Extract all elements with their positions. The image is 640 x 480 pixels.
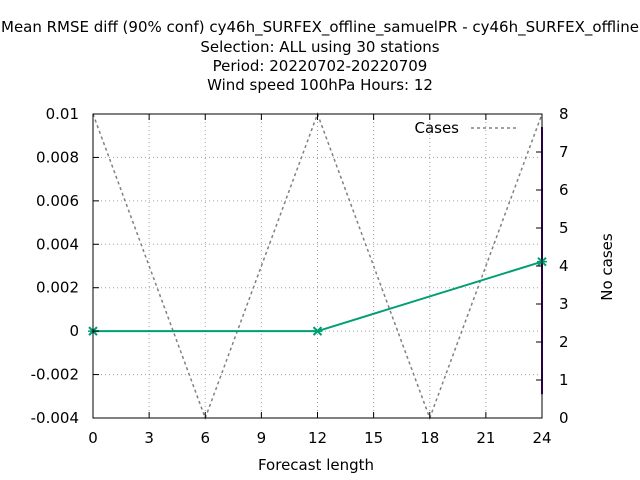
- chart-title-line-4: Wind speed 100hPa Hours: 12: [207, 76, 433, 94]
- y-tick-label: 0.002: [36, 279, 79, 297]
- y-tick-label: 0: [69, 322, 79, 340]
- x-tick-label: 21: [476, 429, 495, 447]
- chart-title-line-1: Mean RMSE diff (90% conf) cy46h_SURFEX_o…: [1, 18, 639, 37]
- y2-tick-label: 8: [559, 105, 569, 123]
- x-tick-label: 12: [308, 429, 327, 447]
- y-tick-label: 0.004: [36, 235, 79, 253]
- y-tick-label: -0.002: [31, 366, 79, 384]
- y2-tick-label: 2: [559, 333, 569, 351]
- y2-tick-label: 6: [559, 181, 569, 199]
- legend-label-cases: Cases: [414, 119, 459, 137]
- y2-tick-label: 1: [559, 371, 569, 389]
- x-tick-label: 0: [88, 429, 98, 447]
- y2-tick-label: 7: [559, 143, 569, 161]
- y2-tick-label: 3: [559, 295, 569, 313]
- x-axis-label: Forecast length: [258, 456, 374, 474]
- x-tick-label: 18: [420, 429, 439, 447]
- grid: [93, 114, 542, 418]
- chart-title-line-3: Period: 20220702-20220709: [213, 57, 428, 75]
- x-tick-label: 24: [532, 429, 551, 447]
- y2-axis-label: No cases: [598, 233, 616, 301]
- chart-title-line-2: Selection: ALL using 30 stations: [200, 38, 439, 56]
- x-tick-label: 6: [200, 429, 210, 447]
- x-tick-label: 15: [364, 429, 383, 447]
- y-tick-label: -0.004: [31, 409, 79, 427]
- y-tick-label: 0.008: [36, 148, 79, 166]
- data-point: [312, 326, 323, 336]
- y-tick-label: 0.006: [36, 192, 79, 210]
- y2-tick-label: 4: [559, 257, 569, 275]
- axes: [92, 113, 543, 419]
- x-tick-label: 3: [144, 429, 154, 447]
- legend: Cases: [414, 119, 517, 137]
- y-tick-label: 0.01: [46, 105, 79, 123]
- tick-labels: 0 3 6 9 12 15 18 21 24-0.004-0.00200.0020.0040.0…: [31, 105, 569, 447]
- y2-tick-label: 5: [559, 219, 569, 237]
- y2-tick-label: 0: [559, 409, 569, 427]
- x-tick-label: 9: [257, 429, 267, 447]
